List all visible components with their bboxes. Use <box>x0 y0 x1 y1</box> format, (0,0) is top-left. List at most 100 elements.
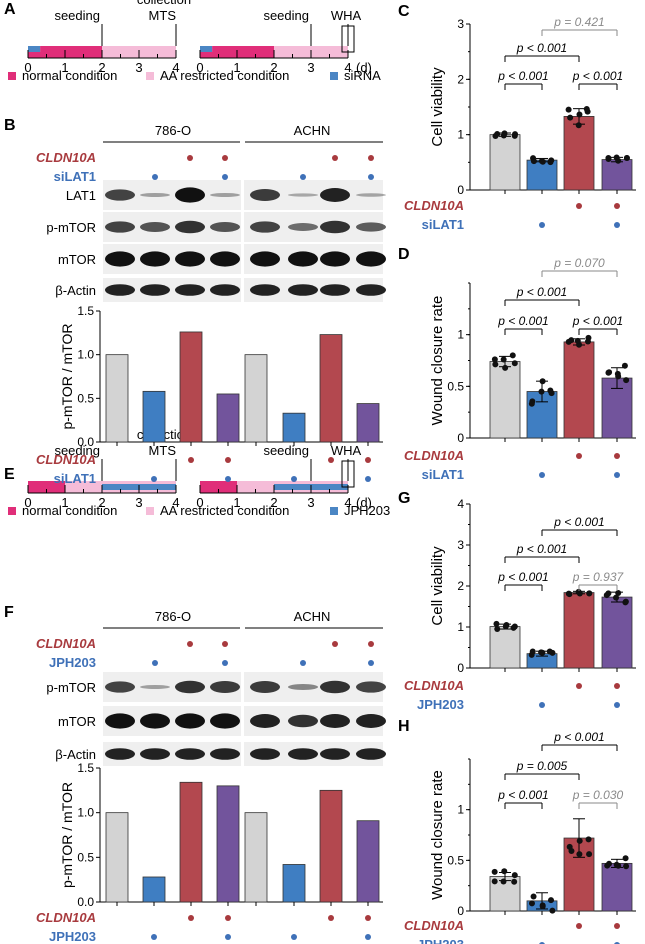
data-point <box>501 868 508 875</box>
data-point <box>623 863 630 870</box>
data-point <box>623 377 630 384</box>
blot-band <box>356 681 386 693</box>
blot-band <box>288 684 318 690</box>
condition-dot <box>300 660 306 666</box>
condition-dot <box>576 923 582 929</box>
blot-band <box>175 251 205 267</box>
blot-band <box>250 748 280 760</box>
condition-dot <box>332 155 338 161</box>
blot-band <box>250 189 280 201</box>
blot-band <box>210 193 240 197</box>
data-point <box>502 623 509 630</box>
blot-band <box>356 748 386 760</box>
blot-band <box>175 680 205 694</box>
blot-band <box>288 284 318 296</box>
bar-control <box>489 134 521 191</box>
y-tick-label: 1 <box>457 128 464 142</box>
data-point <box>492 361 499 368</box>
treatment-segment <box>28 46 41 52</box>
condition-label: siLAT1 <box>54 169 96 184</box>
blot-band <box>288 193 318 197</box>
blot-band <box>210 284 240 296</box>
data-point <box>622 598 629 605</box>
p-value-label: p < 0.001 <box>497 788 548 802</box>
bar-cldn10a <box>563 341 595 439</box>
normal-condition-segment <box>28 481 65 493</box>
data-point <box>549 907 556 914</box>
wha-box <box>341 460 355 488</box>
blot-band <box>210 681 240 693</box>
blot-band <box>175 220 205 234</box>
y-tick-label: 0.0 <box>77 895 94 909</box>
normal-condition-segment <box>212 46 274 52</box>
band-label: β-Actin <box>55 747 96 762</box>
y-tick-label: 1 <box>457 328 464 342</box>
data-point <box>511 360 518 367</box>
timeline-event-label: MTS <box>149 8 177 23</box>
panel-letter-c: C <box>398 3 410 20</box>
band-label: mTOR <box>58 252 96 267</box>
blot-band <box>210 713 240 729</box>
data-point <box>613 594 620 601</box>
y-axis-label: p-mTOR / mTOR <box>59 323 75 429</box>
panel-letter-b: B <box>4 117 16 134</box>
p-value-label: p < 0.001 <box>572 314 623 328</box>
blot-band <box>320 251 350 267</box>
p-value-label: p = 0.030 <box>572 788 624 802</box>
timeline-event-label: WHA <box>331 443 362 458</box>
p-value-label: p < 0.001 <box>516 285 567 299</box>
blot-band <box>140 284 170 296</box>
legend-swatch <box>146 72 154 80</box>
condition-dot <box>225 915 231 921</box>
legend-swatch <box>8 507 16 515</box>
condition-label: CLDN10A <box>404 448 464 463</box>
y-tick-label: 3 <box>457 17 464 31</box>
data-point <box>510 624 517 631</box>
blot-band <box>105 221 135 233</box>
data-point <box>501 130 508 137</box>
data-point <box>574 337 581 344</box>
blot-band <box>105 681 135 693</box>
panel-letter-g: G <box>398 490 411 507</box>
blot-band <box>175 713 205 729</box>
y-tick-label: 0.5 <box>447 853 464 867</box>
timeline-event-label: collection <box>137 0 191 7</box>
bar-control <box>244 354 268 443</box>
panel-letter-h: H <box>398 718 410 735</box>
data-point <box>615 862 622 869</box>
y-tick-label: 0.0 <box>77 435 94 449</box>
blot-band <box>140 193 170 197</box>
p-value-label: p < 0.001 <box>572 69 623 83</box>
timeline-tick-label: 3 <box>135 60 142 75</box>
bar-control <box>489 626 521 669</box>
blot-band <box>320 220 350 234</box>
blot-band <box>250 221 280 233</box>
data-point <box>493 620 500 627</box>
y-tick-label: 1.5 <box>77 761 94 775</box>
y-tick-label: 0 <box>457 431 464 445</box>
data-point <box>576 851 583 858</box>
blot-band <box>175 284 205 296</box>
data-point <box>512 131 519 138</box>
condition-label: JPH203 <box>417 697 464 712</box>
timeline-tick-label: 2 <box>98 60 105 75</box>
condition-label: CLDN10A <box>36 910 96 925</box>
data-point <box>500 356 507 363</box>
condition-label: siLAT1 <box>54 471 96 486</box>
blot-band <box>140 251 170 267</box>
data-point <box>565 106 572 113</box>
cell-line-label: ACHN <box>294 123 331 138</box>
band-label: LAT1 <box>66 188 96 203</box>
blot-band <box>288 714 318 728</box>
condition-dot <box>365 476 371 482</box>
timeline-tick-label: 3 <box>307 495 314 510</box>
timeline-tick-label: 1 <box>233 495 240 510</box>
bar-control <box>244 812 268 903</box>
condition-dot <box>225 476 231 482</box>
y-tick-label: 1 <box>457 803 464 817</box>
condition-dot <box>328 457 334 463</box>
data-point <box>615 373 622 380</box>
data-point <box>491 868 498 875</box>
data-point <box>530 158 537 165</box>
